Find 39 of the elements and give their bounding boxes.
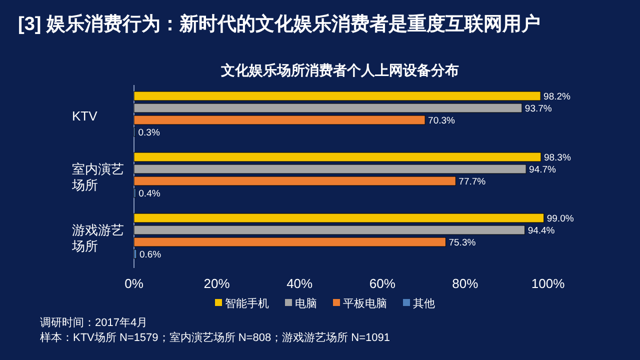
bar [134, 225, 526, 235]
bar [134, 164, 526, 174]
y-tick-label: KTV [72, 108, 98, 124]
bar [134, 91, 541, 101]
data-label: 0.3% [138, 128, 160, 138]
legend-label: 平板电脑 [343, 297, 387, 310]
data-label: 93.7% [524, 104, 552, 114]
chart-subtitle: 文化娱乐场所消费者个人上网设备分布 [220, 62, 459, 78]
text: 调研时间：2017年4月 [40, 316, 148, 329]
chart-title: [3] 娱乐消费行为：新时代的文化娱乐消费者是重度互联网用户 [18, 13, 540, 35]
data-label: 94.7% [529, 164, 557, 176]
data-label: 77.7% [458, 176, 486, 188]
data-label: 98.2% [544, 92, 572, 102]
data-label: 70.3% [428, 116, 456, 126]
bar [134, 249, 137, 259]
x-tick-label: 60% [369, 276, 396, 291]
data-label: 75.3% [448, 238, 476, 248]
y-tick-label: 游戏游艺场所 [71, 222, 124, 254]
data-label: 0.4% [138, 188, 161, 200]
data-label: 99.0% [546, 214, 574, 224]
bar [134, 176, 456, 186]
x-tick-label: 0% [124, 276, 144, 291]
y-tick-label: 室内演艺场所 [71, 162, 124, 192]
bar [134, 152, 542, 162]
text: 样本：KTV场所 N=1579；室内演艺场所 N=808；游戏游艺场所 N=1091 [40, 331, 390, 344]
bar [134, 237, 446, 247]
x-tick-label: 80% [452, 276, 479, 291]
legend-label: 其他 [413, 297, 435, 310]
data-label: 0.6% [139, 250, 162, 260]
legend-label: 智能手机 [225, 297, 269, 310]
bar [134, 115, 426, 125]
x-tick-label: 40% [286, 276, 314, 291]
bar [134, 103, 522, 113]
legend-label: 电脑 [295, 297, 317, 310]
data-label: 94.4% [528, 226, 556, 236]
x-tick-label: 20% [204, 276, 230, 291]
bar [134, 213, 544, 223]
data-label: 98.3% [544, 152, 572, 164]
x-tick-label: 100% [531, 276, 566, 291]
